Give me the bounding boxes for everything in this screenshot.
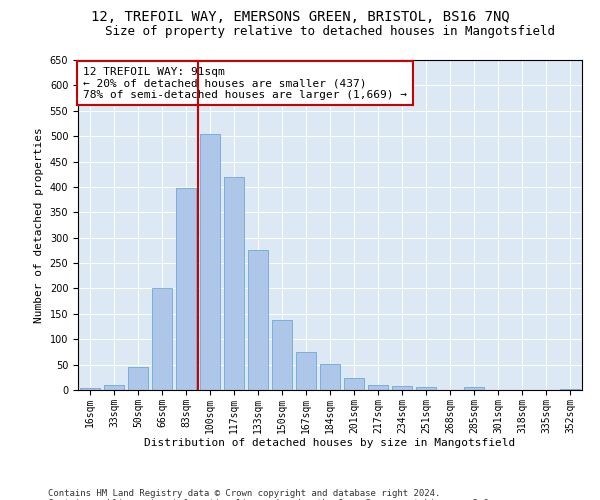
Bar (296, 352, 316, 390)
Text: 12, TREFOIL WAY, EMERSONS GREEN, BRISTOL, BS16 7NQ: 12, TREFOIL WAY, EMERSONS GREEN, BRISTOL… (91, 10, 509, 24)
Bar (464, 388, 484, 390)
Text: 12 TREFOIL WAY: 91sqm
← 20% of detached houses are smaller (437)
78% of semi-det: 12 TREFOIL WAY: 91sqm ← 20% of detached … (83, 66, 407, 100)
Bar (224, 177, 244, 390)
Bar (128, 367, 148, 390)
X-axis label: Distribution of detached houses by size in Mangotsfield: Distribution of detached houses by size … (145, 438, 515, 448)
Bar (272, 320, 292, 390)
Title: Size of property relative to detached houses in Mangotsfield: Size of property relative to detached ho… (105, 25, 555, 38)
Bar (392, 386, 412, 390)
Bar (320, 364, 340, 390)
Bar (152, 288, 172, 390)
Y-axis label: Number of detached properties: Number of detached properties (34, 127, 44, 323)
Bar (200, 134, 220, 390)
Bar (104, 385, 124, 390)
Bar (560, 389, 580, 390)
Bar (368, 385, 388, 390)
Bar (344, 378, 364, 390)
Text: Contains public sector information licensed under the Open Government Licence v3: Contains public sector information licen… (48, 498, 494, 500)
Bar (176, 188, 196, 390)
Bar (248, 250, 268, 390)
Bar (416, 388, 436, 390)
Text: Contains HM Land Registry data © Crown copyright and database right 2024.: Contains HM Land Registry data © Crown c… (48, 488, 440, 498)
Bar (80, 388, 100, 390)
